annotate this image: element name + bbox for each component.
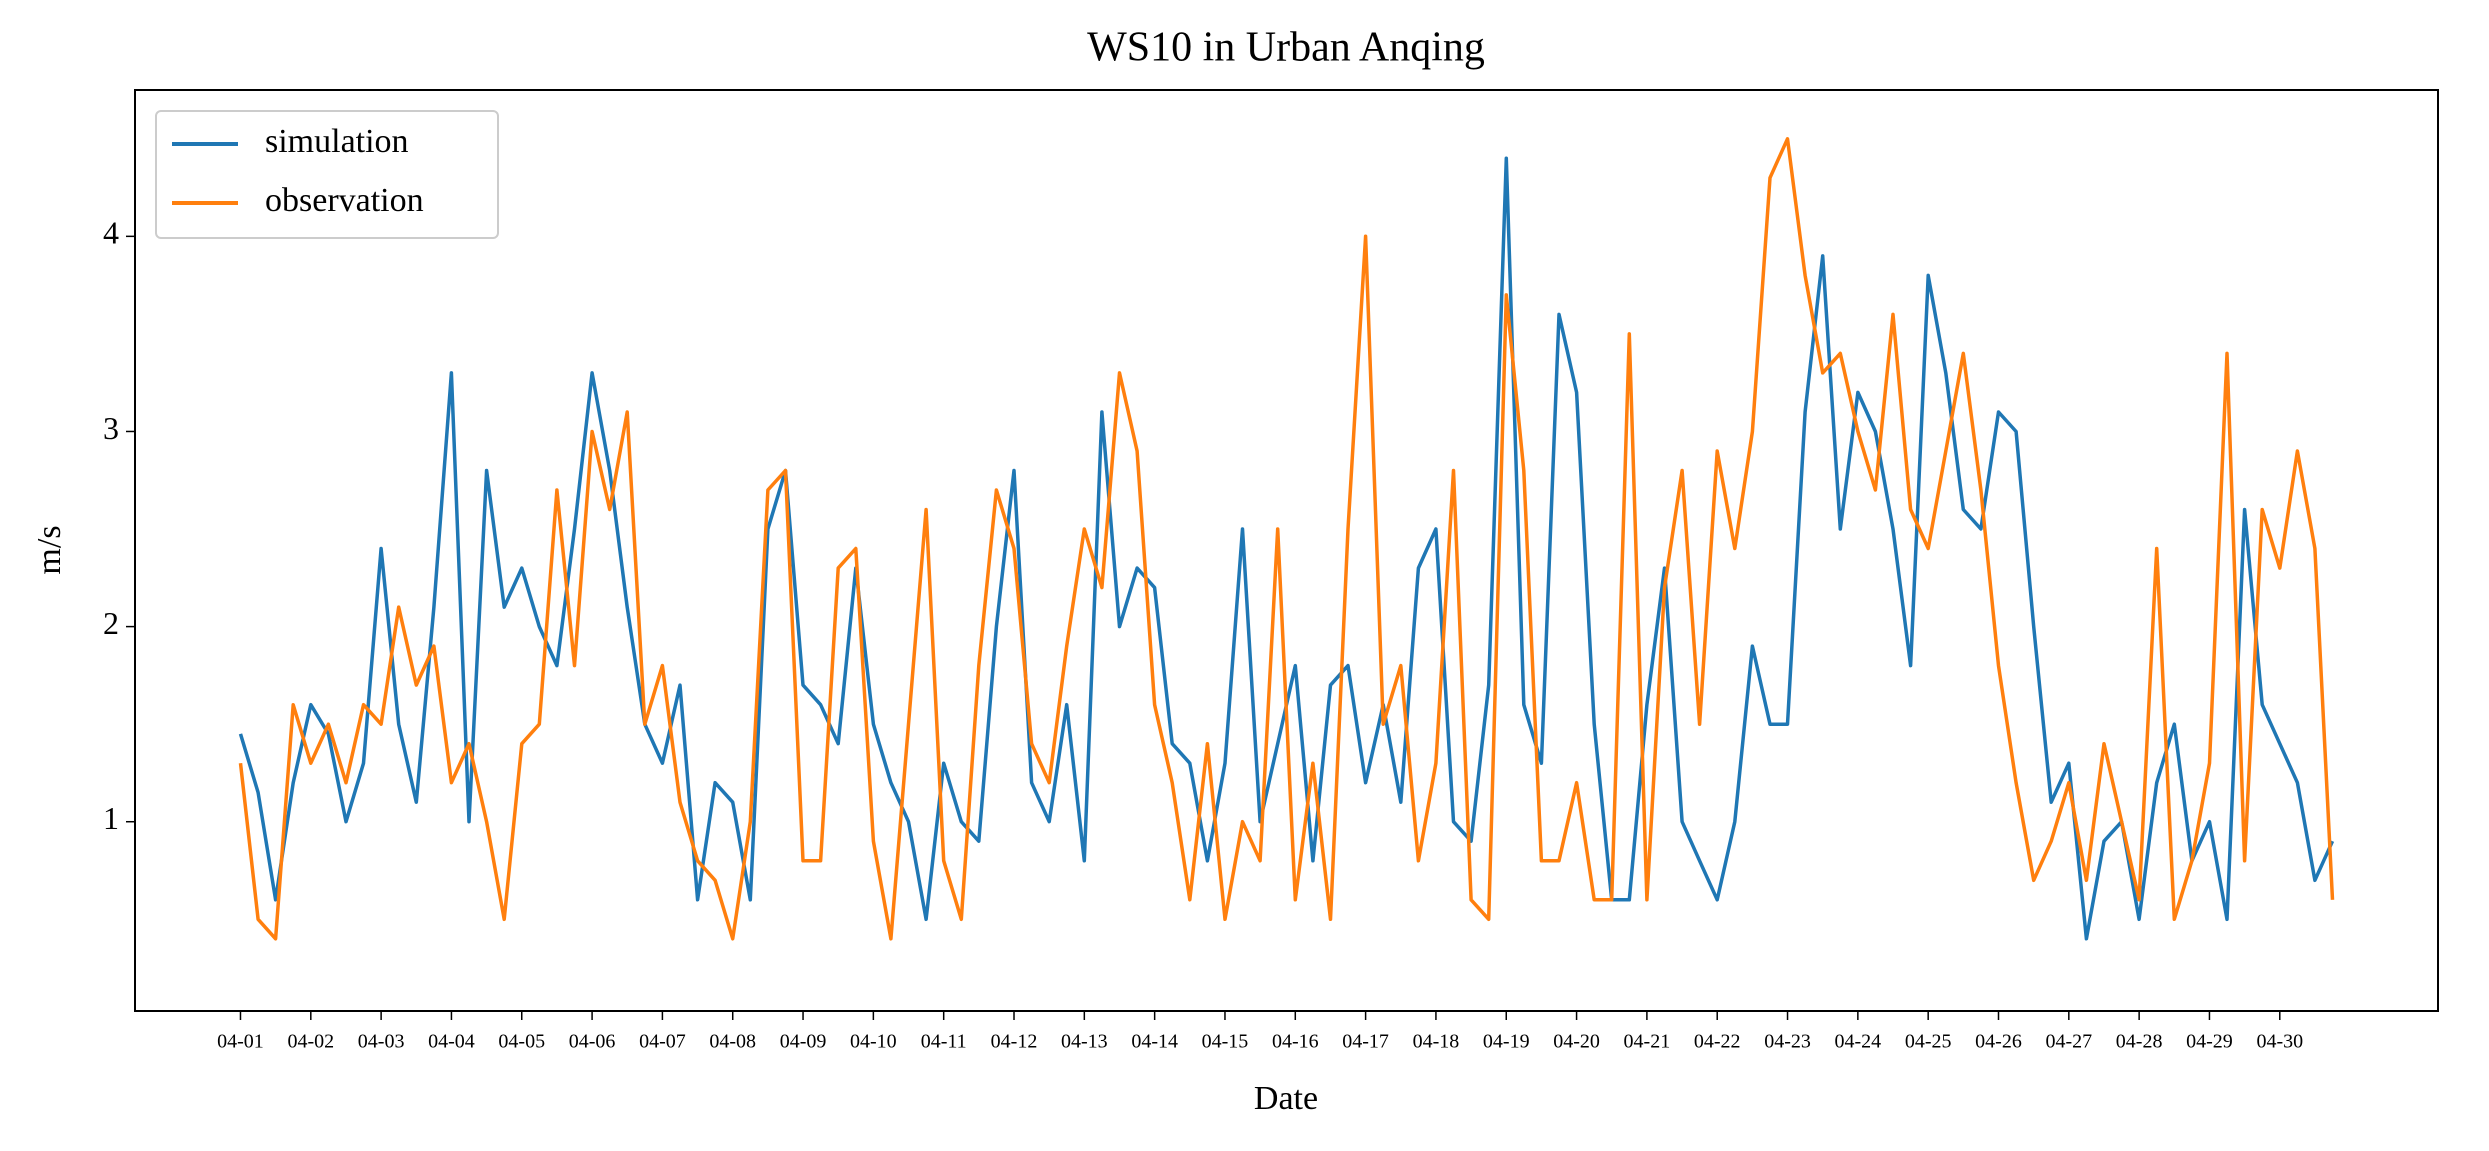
x-tick-label: 04-10: [850, 1031, 897, 1053]
x-tick-label: 04-01: [217, 1031, 264, 1053]
x-tick-label: 04-24: [1835, 1031, 1882, 1053]
legend-box: [155, 110, 499, 239]
y-tick-label: 2: [103, 605, 119, 641]
x-tick-label: 04-16: [1272, 1031, 1319, 1053]
x-tick-label: 04-23: [1764, 1031, 1811, 1053]
x-tick-label: 04-12: [991, 1031, 1038, 1053]
plot-frame: [134, 89, 2439, 1012]
legend-label: simulation: [265, 123, 409, 160]
x-tick-label: 04-07: [639, 1031, 686, 1053]
x-tick-label: 04-25: [1905, 1031, 1952, 1053]
x-tick-label: 04-09: [780, 1031, 827, 1053]
y-tick-label: 3: [103, 410, 119, 446]
x-tick-label: 04-11: [921, 1031, 967, 1053]
x-tick-label: 04-20: [1553, 1031, 1600, 1053]
x-tick-label: 04-14: [1131, 1031, 1178, 1053]
x-tick-label: 04-28: [2116, 1031, 2163, 1053]
x-tick-label: 04-08: [709, 1031, 756, 1053]
series-line: [238, 137, 2335, 941]
x-tick-label: 04-18: [1413, 1031, 1460, 1053]
x-tick-label: 04-30: [2256, 1031, 2303, 1053]
x-tick-label: 04-13: [1061, 1031, 1108, 1053]
x-tick-label: 04-26: [1975, 1031, 2022, 1053]
x-tick-label: 04-29: [2186, 1031, 2233, 1053]
x-axis-label: Date: [1254, 1080, 1318, 1117]
x-tick-label: 04-03: [358, 1031, 405, 1053]
x-tick-label: 04-27: [2045, 1031, 2092, 1053]
x-tick-label: 04-19: [1483, 1031, 1530, 1053]
x-tick-label: 04-22: [1694, 1031, 1741, 1053]
x-tick-label: 04-17: [1342, 1031, 1389, 1053]
x-tick-label: 04-05: [498, 1031, 545, 1053]
x-tick-label: 04-06: [569, 1031, 616, 1053]
series-line: [238, 156, 2335, 941]
x-tick-label: 04-02: [287, 1031, 334, 1053]
y-tick-label: 1: [103, 800, 119, 836]
x-tick-label: 04-21: [1624, 1031, 1671, 1053]
y-axis-label: m/s: [31, 525, 68, 574]
x-tick-label: 04-04: [428, 1031, 475, 1053]
y-tick-label: 4: [103, 215, 119, 251]
chart-title: WS10 in Urban Anqing: [1087, 25, 1485, 71]
legend-label: observation: [265, 182, 424, 219]
x-tick-label: 04-15: [1202, 1031, 1249, 1053]
